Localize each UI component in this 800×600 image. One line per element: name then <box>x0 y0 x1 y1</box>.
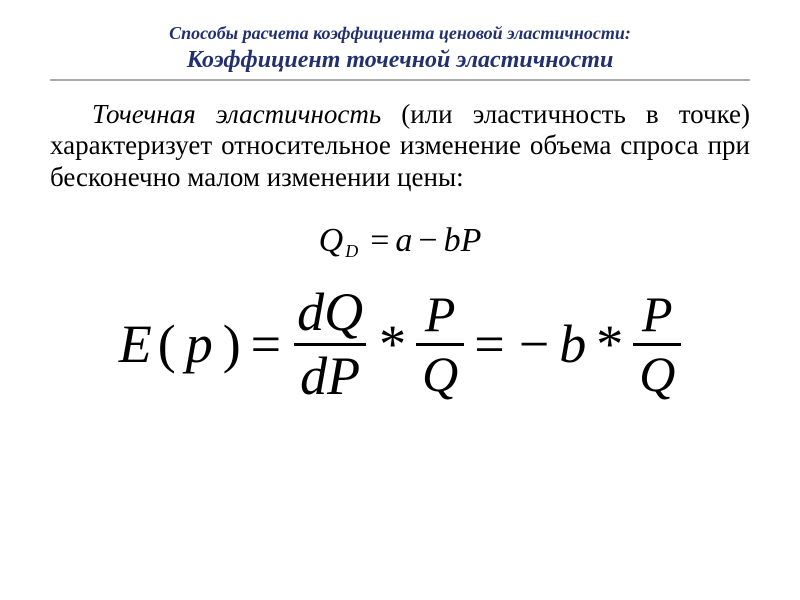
den-Q-1: Q <box>416 343 464 401</box>
den-Q-2: Q <box>633 343 681 401</box>
lparen: ( <box>158 317 176 371</box>
var-b: b <box>444 222 461 259</box>
num-dQ: dQ <box>291 284 369 343</box>
title-block: Способы расчета коэффициента ценовой эла… <box>50 22 750 81</box>
equals: = <box>364 222 395 259</box>
slide: Способы расчета коэффициента ценовой эла… <box>0 0 800 600</box>
var-b2: b <box>559 317 586 371</box>
body-paragraph: Точечная эластичность (или эластичность … <box>50 99 750 195</box>
title-main: Коэффициент точечной эластичности <box>50 45 750 81</box>
den-dP: dP <box>294 343 366 405</box>
frac-P-Q-1: P Q <box>416 288 464 400</box>
frac-dQ-dP: dQ dP <box>291 284 369 404</box>
var-Q: Q <box>319 222 344 259</box>
var-a: a <box>395 222 412 259</box>
minus: − <box>412 222 443 259</box>
num-P-2: P <box>636 288 679 343</box>
equals-2: = <box>470 317 508 371</box>
equals-1: = <box>247 317 285 371</box>
rparen: ) <box>223 317 241 371</box>
star-1: * <box>375 317 410 371</box>
body-lead: Точечная эластичность <box>92 99 381 129</box>
var-E: E <box>119 317 152 371</box>
formula-area: QD=a−bP E(p) = dQ dP * P Q = −b * P Q <box>50 222 750 404</box>
var-p: p <box>182 317 217 371</box>
formula-demand: QD=a−bP <box>50 222 750 262</box>
formula-elasticity: E(p) = dQ dP * P Q = −b * P Q <box>50 284 750 404</box>
frac-P-Q-2: P Q <box>633 288 681 400</box>
sub-D: D <box>343 241 364 261</box>
title-superscript: Способы расчета коэффициента ценовой эла… <box>50 22 750 45</box>
var-P: P <box>461 222 482 259</box>
neg: − <box>515 317 553 371</box>
num-P-1: P <box>419 288 462 343</box>
star-2: * <box>592 317 627 371</box>
